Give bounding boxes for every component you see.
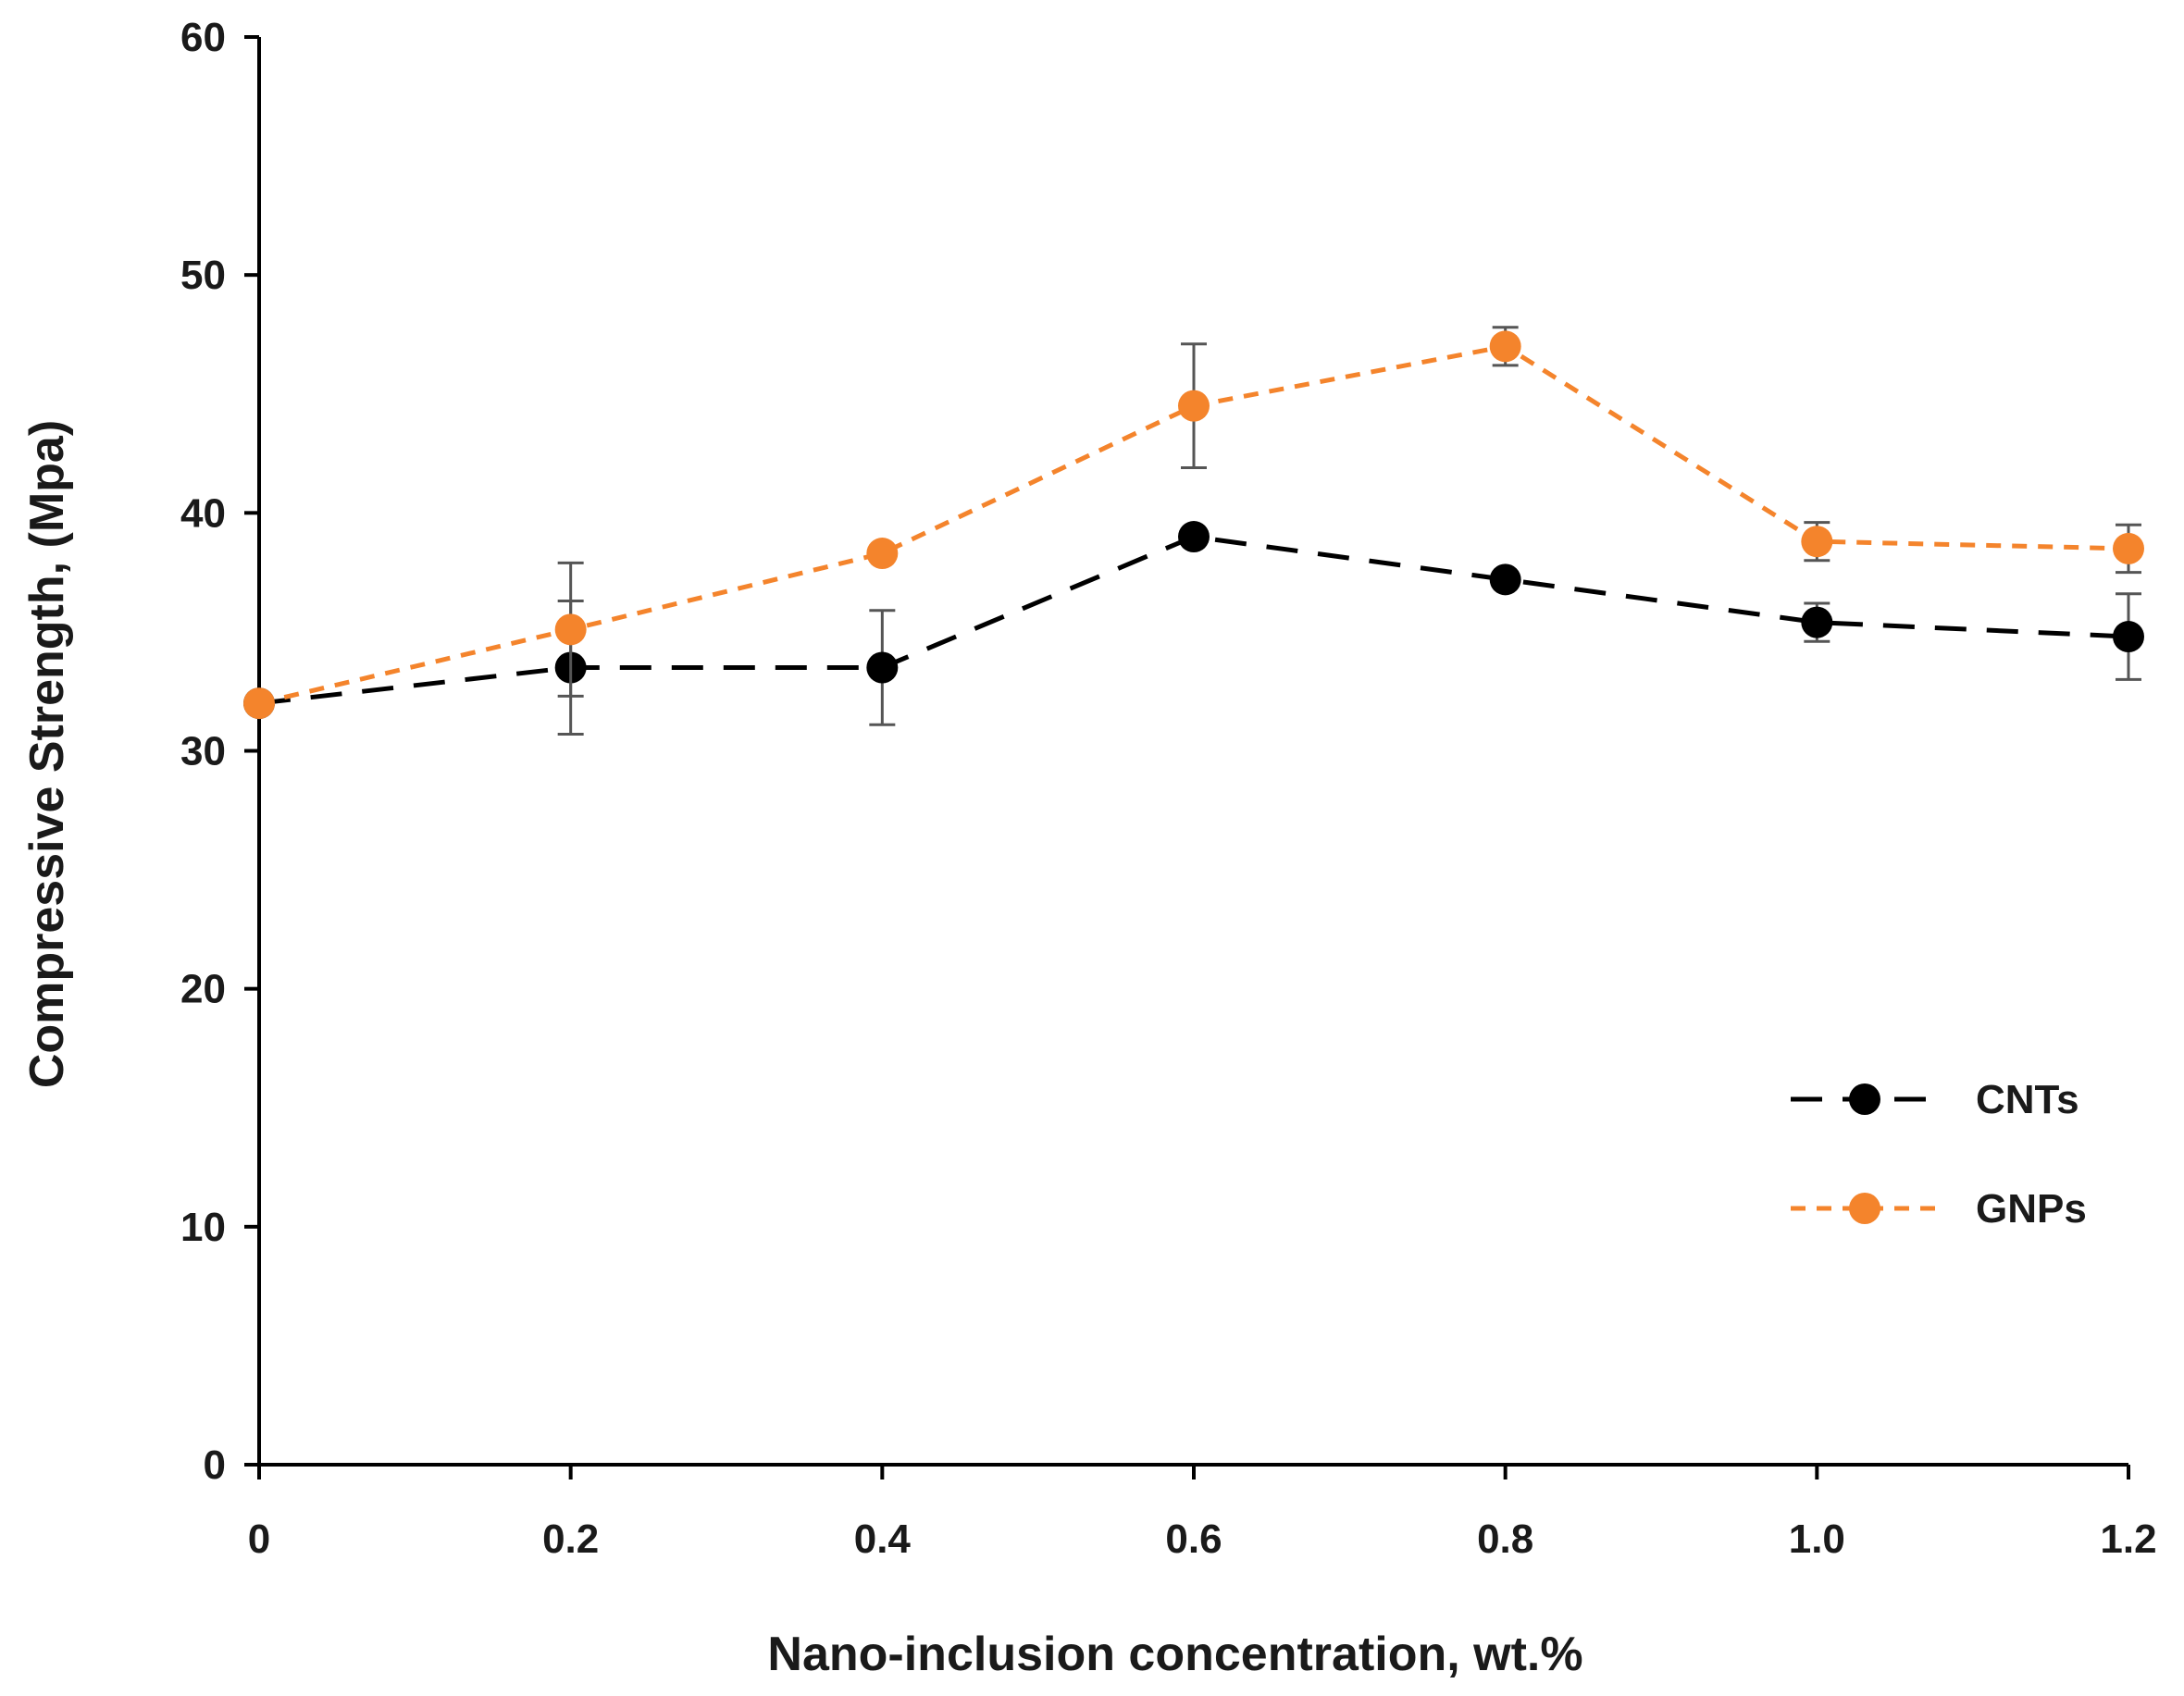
legend-marker-gnps	[1849, 1193, 1880, 1224]
data-point-cnts	[1178, 521, 1210, 553]
data-point-cnts	[866, 651, 899, 684]
series-cnts	[243, 521, 2144, 736]
data-point-cnts	[2113, 621, 2144, 653]
x-tick-label: 1.2	[2100, 1516, 2156, 1562]
axes	[244, 35, 2130, 1479]
x-tick-labels: 0 0.2 0.4 0.6 0.8 1.0 1.2	[248, 1516, 2157, 1562]
data-point-gnps	[866, 538, 899, 570]
y-tick-label: 40	[180, 490, 226, 536]
legend-marker-cnts	[1849, 1083, 1880, 1115]
data-point-gnps	[1178, 390, 1210, 422]
data-point-gnps	[1801, 526, 1833, 558]
data-point-gnps	[554, 613, 587, 646]
legend-label-gnps: GNPs	[1976, 1186, 2087, 1232]
x-tick-label: 0.8	[1477, 1516, 1533, 1562]
legend-item-cnts: CNTs	[1791, 1077, 2079, 1122]
data-point-gnps	[2113, 532, 2144, 564]
y-tick-label: 50	[180, 253, 226, 298]
legend: CNTs GNPs	[1791, 1077, 2087, 1232]
y-tick-labels: 0 10 20 30 40 50 60	[180, 15, 226, 1488]
x-tick-label: 0	[248, 1516, 270, 1562]
legend-item-gnps: GNPs	[1791, 1186, 2087, 1232]
x-axis-title: Nano-inclusion concentration, wt.%	[767, 1628, 1582, 1681]
x-tick-label: 0.6	[1165, 1516, 1222, 1562]
x-tick-label: 1.0	[1789, 1516, 1845, 1562]
y-tick-label: 20	[180, 967, 226, 1012]
data-point-gnps	[243, 687, 275, 720]
series-line-cnts	[258, 534, 2129, 706]
series-gnps	[243, 326, 2144, 720]
data-point-cnts	[1801, 606, 1833, 638]
y-axis-title: Compressive Strength, (Mpa)	[20, 420, 74, 1088]
legend-label-cnts: CNTs	[1976, 1077, 2079, 1122]
x-tick-label: 0.4	[854, 1516, 912, 1562]
x-tick-label: 0.2	[542, 1516, 599, 1562]
series	[243, 326, 2144, 736]
data-point-gnps	[1489, 330, 1521, 363]
y-tick-label: 10	[180, 1205, 226, 1250]
data-point-cnts	[1489, 563, 1521, 596]
y-tick-label: 30	[180, 729, 226, 774]
y-tick-label: 60	[180, 15, 226, 60]
y-tick-label: 0	[204, 1442, 226, 1488]
